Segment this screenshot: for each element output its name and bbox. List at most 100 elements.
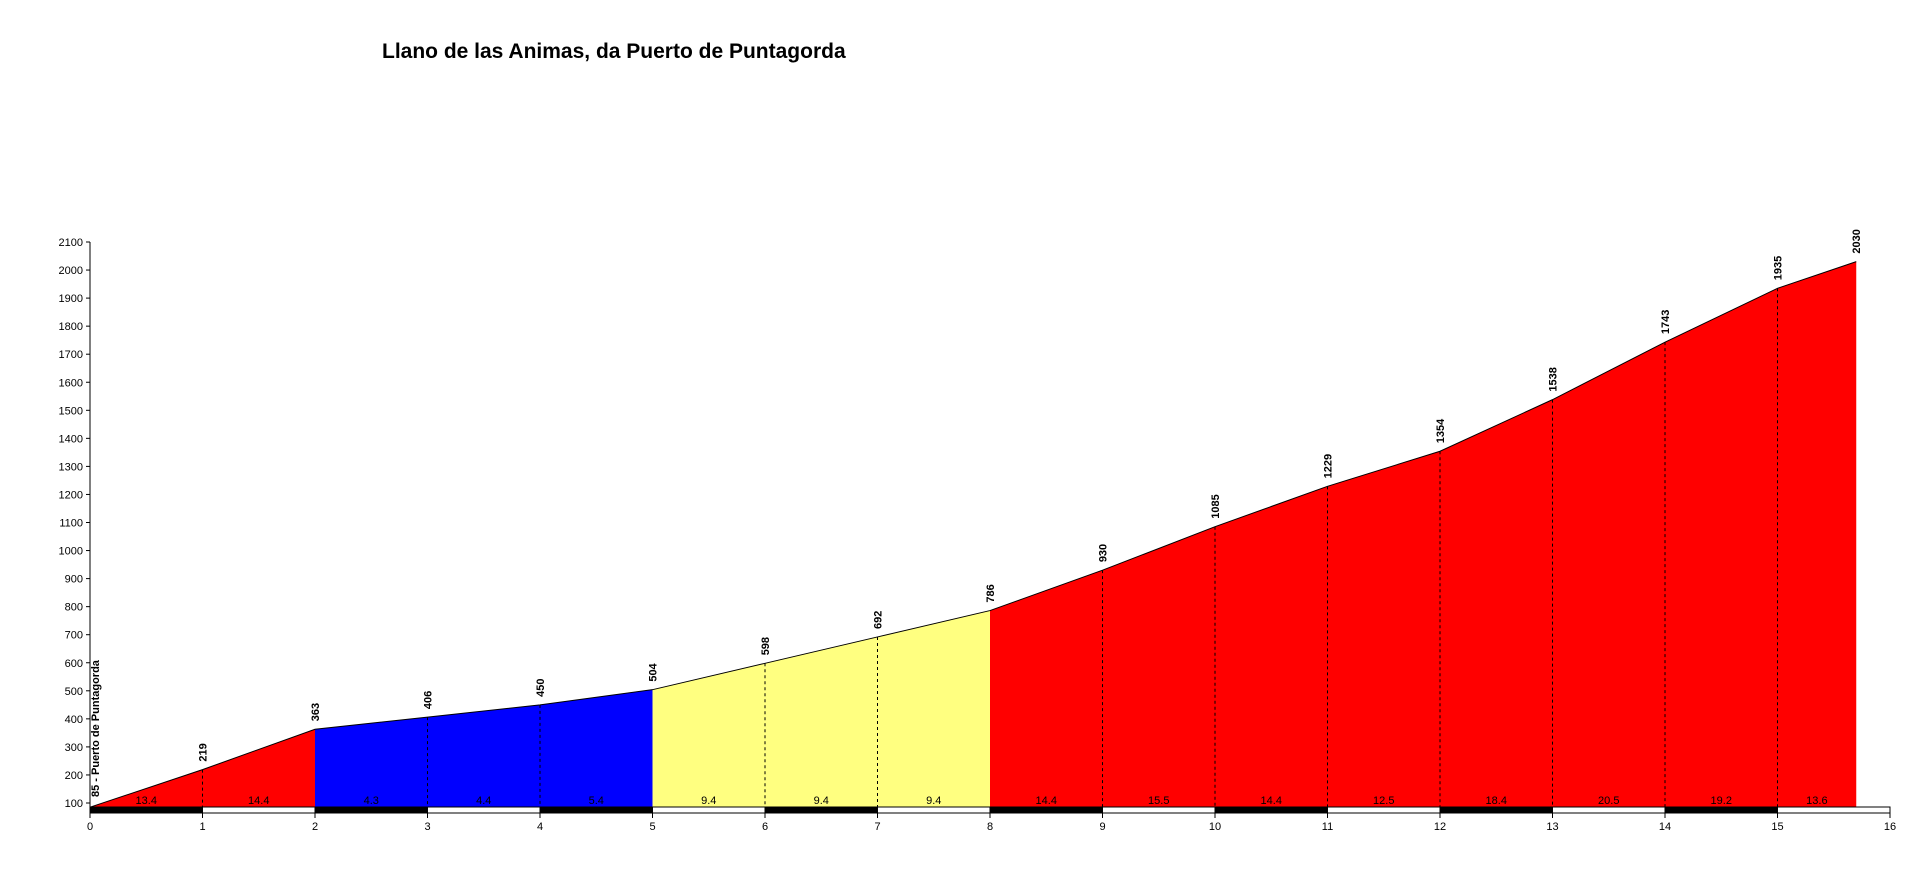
x-tick-label: 9 <box>1099 821 1105 833</box>
gradient-label: 4.4 <box>476 795 491 807</box>
km-strip-cell <box>1552 806 1666 814</box>
x-tick-label: 3 <box>424 821 430 833</box>
profile-segment-3 <box>427 704 540 808</box>
gradient-label: 15.5 <box>1148 795 1169 807</box>
km-strip-cell <box>89 806 203 814</box>
y-tick-label: 1500 <box>59 405 83 417</box>
y-tick-label: 1900 <box>59 293 83 305</box>
y-tick-label: 1600 <box>59 377 83 389</box>
gradient-label: 19.2 <box>1711 795 1732 807</box>
gradient-label: 9.4 <box>701 795 716 807</box>
gradient-label: 14.4 <box>248 795 269 807</box>
y-tick-label: 300 <box>65 742 83 754</box>
x-tick-label: 0 <box>87 821 93 833</box>
y-tick-label: 600 <box>65 658 83 670</box>
km-strip-cell <box>764 806 878 814</box>
elevation-label: 1935 <box>1773 256 1785 280</box>
profile-segment-1 <box>202 729 315 808</box>
km-strip-cell <box>539 806 653 814</box>
y-tick-label: 2100 <box>59 237 83 249</box>
y-tick-label: 1300 <box>59 461 83 473</box>
km-strip-cell <box>1214 806 1328 814</box>
y-tick-label: 900 <box>65 574 83 586</box>
y-tick-label: 200 <box>65 770 83 782</box>
y-tick-label: 1700 <box>59 349 83 361</box>
x-tick-label: 13 <box>1546 821 1558 833</box>
elevation-label: 504 <box>648 662 660 681</box>
profile-segment-12 <box>1440 399 1553 808</box>
gradient-label: 14.4 <box>1261 795 1282 807</box>
x-tick-label: 2 <box>312 821 318 833</box>
profile-segment-7 <box>877 610 990 808</box>
x-tick-label: 10 <box>1209 821 1221 833</box>
km-strip-cell <box>652 806 766 814</box>
y-tick-label: 400 <box>65 714 83 726</box>
profile-segment-11 <box>1327 451 1440 808</box>
x-tick-label: 14 <box>1659 821 1671 833</box>
y-tick-label: 1400 <box>59 433 83 445</box>
km-strip-cell <box>202 806 316 814</box>
elevation-label: 598 <box>760 637 772 655</box>
km-strip-cell <box>1102 806 1216 814</box>
gradient-label: 13.6 <box>1806 795 1827 807</box>
y-tick-label: 500 <box>65 686 83 698</box>
elevation-label: 406 <box>423 691 435 709</box>
x-tick-label: 15 <box>1771 821 1783 833</box>
y-tick-label: 1200 <box>59 489 83 501</box>
profile-segment-10 <box>1215 486 1328 808</box>
y-tick-label: 700 <box>65 630 83 642</box>
elevation-label: 786 <box>985 584 997 602</box>
y-tick-label: 1800 <box>59 321 83 333</box>
gradient-label: 13.4 <box>136 795 157 807</box>
km-strip-cell <box>989 806 1103 814</box>
profile-segment-15 <box>1777 261 1857 808</box>
elevation-label: 930 <box>1098 544 1110 562</box>
chart-title: Llano de las Animas, da Puerto de Puntag… <box>382 40 846 63</box>
x-tick-label: 16 <box>1884 821 1896 833</box>
profile-line <box>89 261 1857 808</box>
elevation-label: 450 <box>535 678 547 696</box>
x-tick-label: 11 <box>1322 821 1333 833</box>
km-strip-cell <box>1664 806 1778 814</box>
x-tick-label: 12 <box>1434 821 1446 833</box>
x-tick-label: 7 <box>874 821 880 833</box>
y-tick-label: 1000 <box>59 546 83 558</box>
start-label: 85 - Puerto de Puntagorda <box>90 659 102 797</box>
elevation-label: 1229 <box>1323 454 1335 478</box>
elevation-label: 219 <box>198 743 210 761</box>
y-tick-label: 800 <box>65 602 83 614</box>
elevation-label: 1085 <box>1210 494 1222 518</box>
x-tick-label: 6 <box>762 821 768 833</box>
profile-segment-13 <box>1552 342 1665 808</box>
km-strip-cell <box>1439 806 1553 814</box>
profile-segment-2 <box>315 717 428 808</box>
profile-segment-6 <box>765 636 878 808</box>
x-tick-label: 8 <box>987 821 993 833</box>
x-tick-label: 1 <box>199 821 205 833</box>
y-tick-label: 1100 <box>59 518 83 530</box>
gradient-label: 4.3 <box>364 795 379 807</box>
elevation-label: 692 <box>873 611 885 629</box>
elevation-label: 2030 <box>1851 229 1863 253</box>
elevation-label: 1743 <box>1660 310 1672 334</box>
x-tick-label: 5 <box>649 821 655 833</box>
gradient-label: 9.4 <box>814 795 829 807</box>
profile-segment-5 <box>652 663 765 808</box>
gradient-label: 14.4 <box>1036 795 1057 807</box>
km-strip-cell <box>1777 806 1891 814</box>
y-tick-label: 2000 <box>59 265 83 277</box>
y-tick-label: 100 <box>65 798 83 810</box>
gradient-label: 12.5 <box>1373 795 1394 807</box>
gradient-label: 20.5 <box>1598 795 1619 807</box>
km-strip-cell <box>1327 806 1441 814</box>
km-strip-cell <box>427 806 541 814</box>
profile-segment-8 <box>990 570 1103 808</box>
x-tick-label: 4 <box>537 821 543 833</box>
km-strip-cell <box>877 806 991 814</box>
elevation-label: 363 <box>310 703 322 721</box>
gradient-label: 5.4 <box>589 795 604 807</box>
gradient-label: 9.4 <box>926 795 941 807</box>
profile-segment-9 <box>1102 526 1215 808</box>
elevation-label: 1538 <box>1548 367 1560 391</box>
